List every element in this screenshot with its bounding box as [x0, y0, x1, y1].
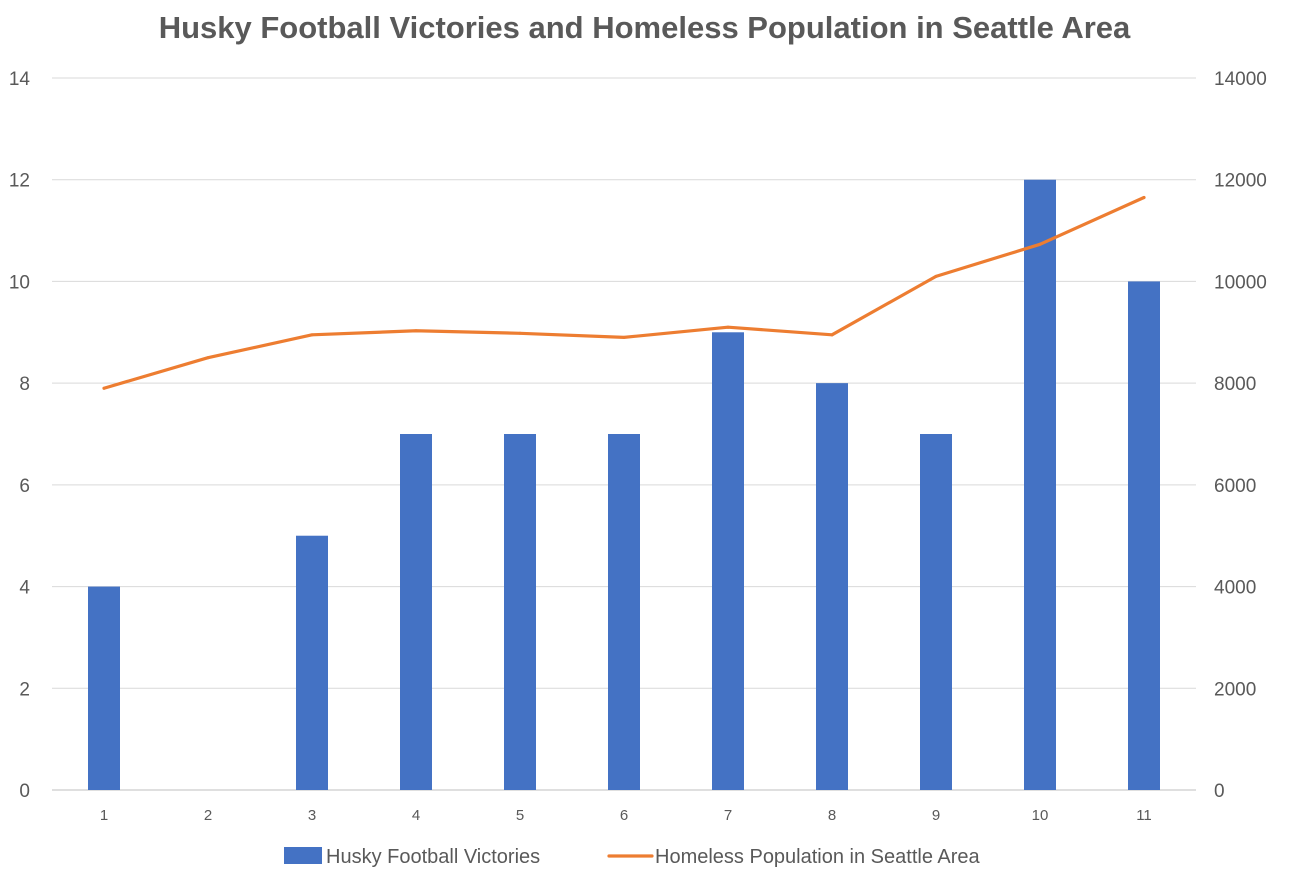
y-right-tick-label: 2000: [1214, 679, 1256, 700]
y-left-tick-label: 10: [9, 272, 30, 293]
bar: [504, 434, 536, 790]
line-point: [1038, 242, 1042, 246]
bar: [1128, 281, 1160, 790]
line-point: [206, 356, 210, 360]
y-right-tick-label: 14000: [1214, 69, 1267, 90]
legend-label-bars: Husky Football Victories: [326, 846, 540, 868]
line-point: [934, 274, 938, 278]
x-tick-label: 3: [308, 807, 316, 824]
y-left-tick-label: 2: [19, 679, 30, 700]
x-tick-label: 8: [828, 807, 836, 824]
bar: [296, 535, 328, 790]
line-point: [414, 329, 418, 333]
line-point: [622, 335, 626, 339]
bar: [920, 434, 952, 790]
bar: [88, 586, 120, 790]
x-tick-label: 10: [1032, 807, 1049, 824]
y-left-tick-label: 4: [19, 578, 30, 599]
y-right-tick-label: 0: [1214, 781, 1225, 802]
x-tick-label: 11: [1136, 807, 1152, 824]
line-point: [726, 325, 730, 329]
legend-label-line: Homeless Population in Seattle Area: [655, 846, 981, 868]
bar: [712, 332, 744, 790]
x-tick-label: 6: [620, 807, 628, 824]
y-left-tick-label: 12: [9, 171, 30, 192]
legend-swatch-bars: [284, 847, 322, 864]
bar: [608, 434, 640, 790]
y-right-tick-label: 6000: [1214, 476, 1256, 497]
bar: [1024, 179, 1056, 790]
x-tick-label: 4: [412, 807, 420, 824]
y-left-tick-label: 6: [19, 476, 30, 497]
line-point: [310, 333, 314, 337]
x-tick-label: 5: [516, 807, 524, 824]
y-right-tick-label: 10000: [1214, 272, 1267, 293]
y-right-tick-label: 4000: [1214, 578, 1256, 599]
y-right-tick-label: 12000: [1214, 171, 1267, 192]
x-tick-label: 1: [100, 807, 108, 824]
y-left-tick-label: 0: [19, 781, 30, 802]
line-point: [830, 333, 834, 337]
x-tick-label: 2: [204, 807, 212, 824]
series-line: [102, 195, 1146, 390]
bar: [400, 434, 432, 790]
chart-title: Husky Football Victories and Homeless Po…: [158, 10, 1131, 45]
x-tick-label: 9: [932, 807, 940, 824]
y-right-tick-label: 8000: [1214, 374, 1256, 395]
x-tick-label: 7: [724, 807, 732, 824]
line-point: [102, 386, 106, 390]
line-point: [1142, 196, 1146, 200]
bar: [816, 383, 848, 790]
y-left-tick-label: 14: [9, 69, 31, 90]
y-left-tick-label: 8: [19, 374, 30, 395]
line-point: [518, 331, 522, 335]
